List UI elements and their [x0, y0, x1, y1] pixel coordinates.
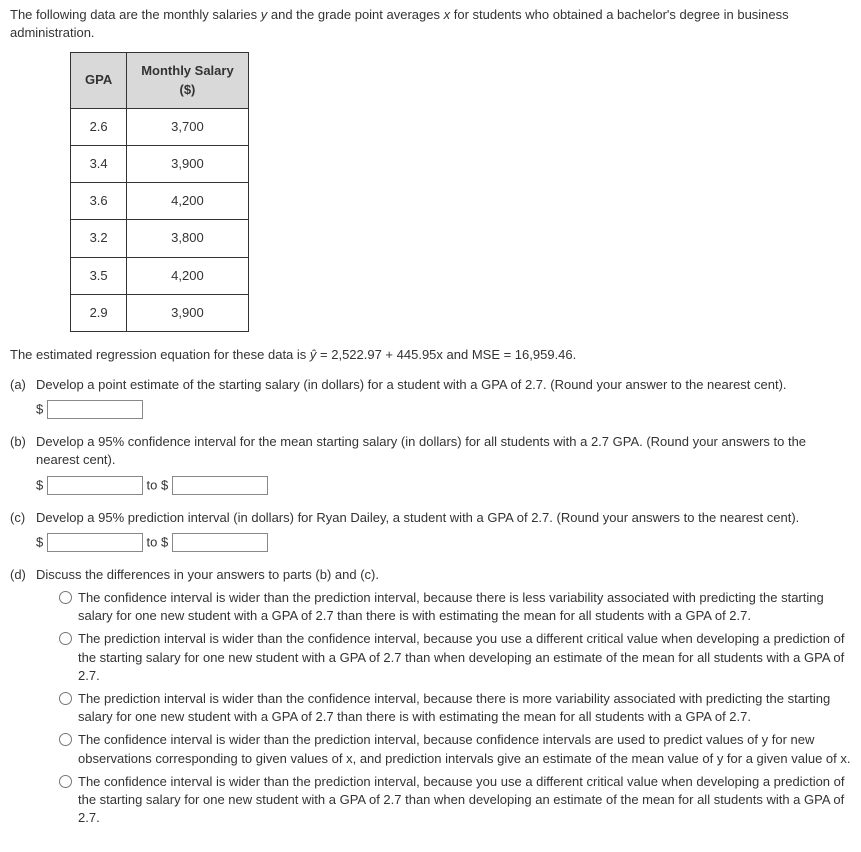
- table-row: 3.54,200: [71, 257, 249, 294]
- table-row: 2.93,900: [71, 294, 249, 331]
- table-row: 2.63,700: [71, 108, 249, 145]
- part-d-option-1-text: The confidence interval is wider than th…: [78, 589, 851, 625]
- part-d-option-5-text: The confidence interval is wider than th…: [78, 773, 851, 828]
- part-d-option-4-text: The confidence interval is wider than th…: [78, 731, 851, 767]
- part-d-text: Discuss the differences in your answers …: [36, 566, 851, 584]
- to-label: to $: [146, 477, 168, 492]
- part-d-option-1-radio[interactable]: [59, 591, 72, 604]
- part-c-text: Develop a 95% prediction interval (in do…: [36, 509, 851, 527]
- part-d-option-5-radio[interactable]: [59, 775, 72, 788]
- part-d-label: (d): [10, 566, 36, 832]
- dollar-sign: $: [36, 477, 43, 492]
- data-table: GPA Monthly Salary ($) 2.63,700 3.43,900…: [70, 52, 249, 332]
- part-a-input[interactable]: [47, 400, 143, 419]
- part-d-option-4-radio[interactable]: [59, 733, 72, 746]
- table-row: 3.43,900: [71, 145, 249, 182]
- dollar-sign: $: [36, 534, 43, 549]
- part-d-option-2-text: The prediction interval is wider than th…: [78, 630, 851, 685]
- to-label: to $: [146, 534, 168, 549]
- dollar-sign: $: [36, 402, 43, 417]
- col-header-gpa: GPA: [71, 53, 127, 108]
- part-b-label: (b): [10, 433, 36, 494]
- part-c-input-lower[interactable]: [47, 533, 143, 552]
- part-c-label: (c): [10, 509, 36, 552]
- intro-text: The following data are the monthly salar…: [10, 6, 851, 42]
- part-d-option-2-radio[interactable]: [59, 632, 72, 645]
- part-a-label: (a): [10, 376, 36, 419]
- part-c-input-upper[interactable]: [172, 533, 268, 552]
- table-row: 3.23,800: [71, 220, 249, 257]
- part-b-input-lower[interactable]: [47, 476, 143, 495]
- col-header-salary: Monthly Salary ($): [127, 53, 248, 108]
- part-b-text: Develop a 95% confidence interval for th…: [36, 433, 851, 469]
- part-d-option-3-radio[interactable]: [59, 692, 72, 705]
- table-row: 3.64,200: [71, 183, 249, 220]
- part-d-option-3-text: The prediction interval is wider than th…: [78, 690, 851, 726]
- part-a-text: Develop a point estimate of the starting…: [36, 376, 851, 394]
- regression-equation: The estimated regression equation for th…: [10, 346, 851, 364]
- part-b-input-upper[interactable]: [172, 476, 268, 495]
